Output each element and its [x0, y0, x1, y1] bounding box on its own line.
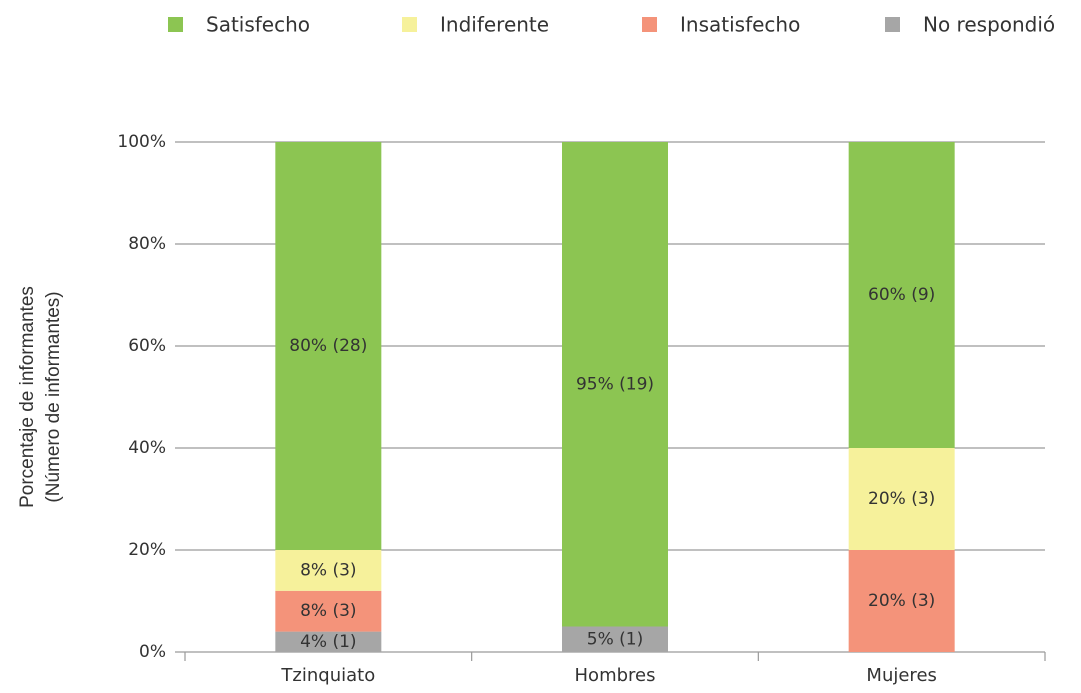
bar-segment	[275, 631, 382, 652]
bar-segment	[562, 626, 668, 652]
y-tick-label: 100%	[117, 132, 166, 152]
legend-label: Satisfecho	[206, 13, 310, 37]
data-label: 4% (1)	[300, 632, 356, 652]
y-tick-label: 0%	[139, 642, 166, 662]
data-label: 95% (19)	[576, 374, 654, 394]
legend-swatch	[402, 17, 417, 32]
data-label: 20% (3)	[868, 489, 935, 509]
y-axis-title-line: (Número de informantes)	[43, 291, 64, 502]
y-tick-label: 40%	[128, 438, 166, 458]
data-label: 5% (1)	[587, 629, 643, 649]
y-axis-title: Porcentaje de informantes (Número de inf…	[17, 286, 64, 508]
data-label: 80% (28)	[289, 336, 367, 356]
data-label: 60% (9)	[868, 285, 935, 305]
data-label: 20% (3)	[868, 591, 935, 611]
y-tick-label: 80%	[128, 234, 166, 254]
bar-segment	[275, 550, 382, 591]
legend-swatch	[642, 17, 657, 32]
y-tick-label: 60%	[128, 336, 166, 356]
bar-segment	[562, 142, 668, 627]
legend-swatch	[168, 17, 183, 32]
data-label: 8% (3)	[300, 601, 356, 621]
legend-label: No respondió	[923, 13, 1055, 37]
y-axis-title-line: Porcentaje de informantes	[17, 286, 38, 508]
bar-segment	[848, 448, 955, 550]
legend-label: Insatisfecho	[680, 13, 800, 37]
bar-segment	[275, 142, 382, 550]
bar-segment	[848, 142, 955, 448]
legend-label: Indiferente	[440, 13, 549, 37]
bar-segment	[848, 550, 955, 652]
x-tick-label: Hombres	[575, 665, 656, 686]
x-tick-label: Tzinquiato	[280, 665, 375, 686]
legend-swatch	[885, 17, 900, 32]
x-tick-label: Mujeres	[866, 665, 936, 686]
bar-segment	[275, 590, 382, 632]
y-tick-label: 20%	[128, 540, 166, 560]
data-label: 8% (3)	[300, 560, 356, 580]
